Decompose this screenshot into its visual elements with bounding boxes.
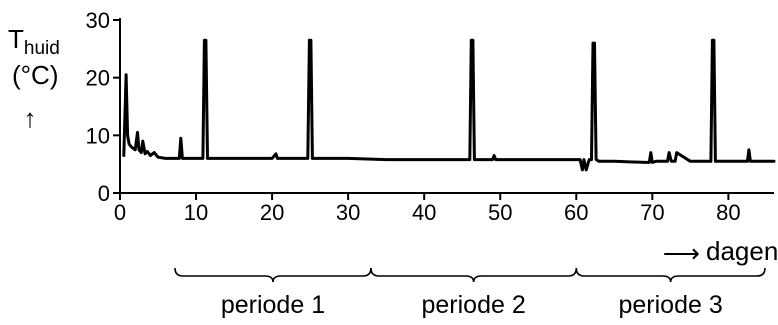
svg-text:Thuid: Thuid <box>8 24 60 59</box>
period-label: periode 1 <box>221 291 325 319</box>
x-tick-label: 60 <box>564 200 588 225</box>
period-brace <box>174 267 372 283</box>
period-brace <box>575 267 766 283</box>
period-label: periode 3 <box>619 291 723 319</box>
series-line <box>122 38 776 172</box>
x-tick-label: 0 <box>114 200 126 225</box>
y-tick-label: 0 <box>98 181 110 206</box>
y-axis-up-arrow-icon: ↑ <box>24 103 37 133</box>
axes: 0 10 20 30 0 10 20 30 40 50 60 70 80 <box>86 8 774 225</box>
y-axis-label-main: T <box>8 24 24 54</box>
x-tick-label: 20 <box>260 200 284 225</box>
y-tick-label: 30 <box>86 8 110 33</box>
period-annotations: periode 1 periode 2 periode 3 <box>174 267 766 319</box>
y-axis-label-sub: huid <box>24 38 60 59</box>
y-axis-unit: (°C) <box>12 60 59 90</box>
plot-area <box>122 38 776 172</box>
y-tick-label: 20 <box>86 66 110 91</box>
x-tick-label: 50 <box>488 200 512 225</box>
x-tick-label: 40 <box>412 200 436 225</box>
x-axis-label-text: dagen <box>706 236 778 266</box>
x-tick-label: 70 <box>640 200 664 225</box>
x-tick-label: 30 <box>336 200 360 225</box>
y-axis-label: Thuid (°C) ↑ <box>8 24 60 133</box>
x-axis-arrow-icon: ⟶ <box>663 238 700 268</box>
period-brace <box>370 267 578 283</box>
period-label: periode 2 <box>421 291 525 319</box>
x-tick-label: 80 <box>716 200 740 225</box>
y-tick-label: 10 <box>86 123 110 148</box>
x-tick-label: 10 <box>184 200 208 225</box>
x-axis-label: ⟶ dagen <box>663 236 778 268</box>
